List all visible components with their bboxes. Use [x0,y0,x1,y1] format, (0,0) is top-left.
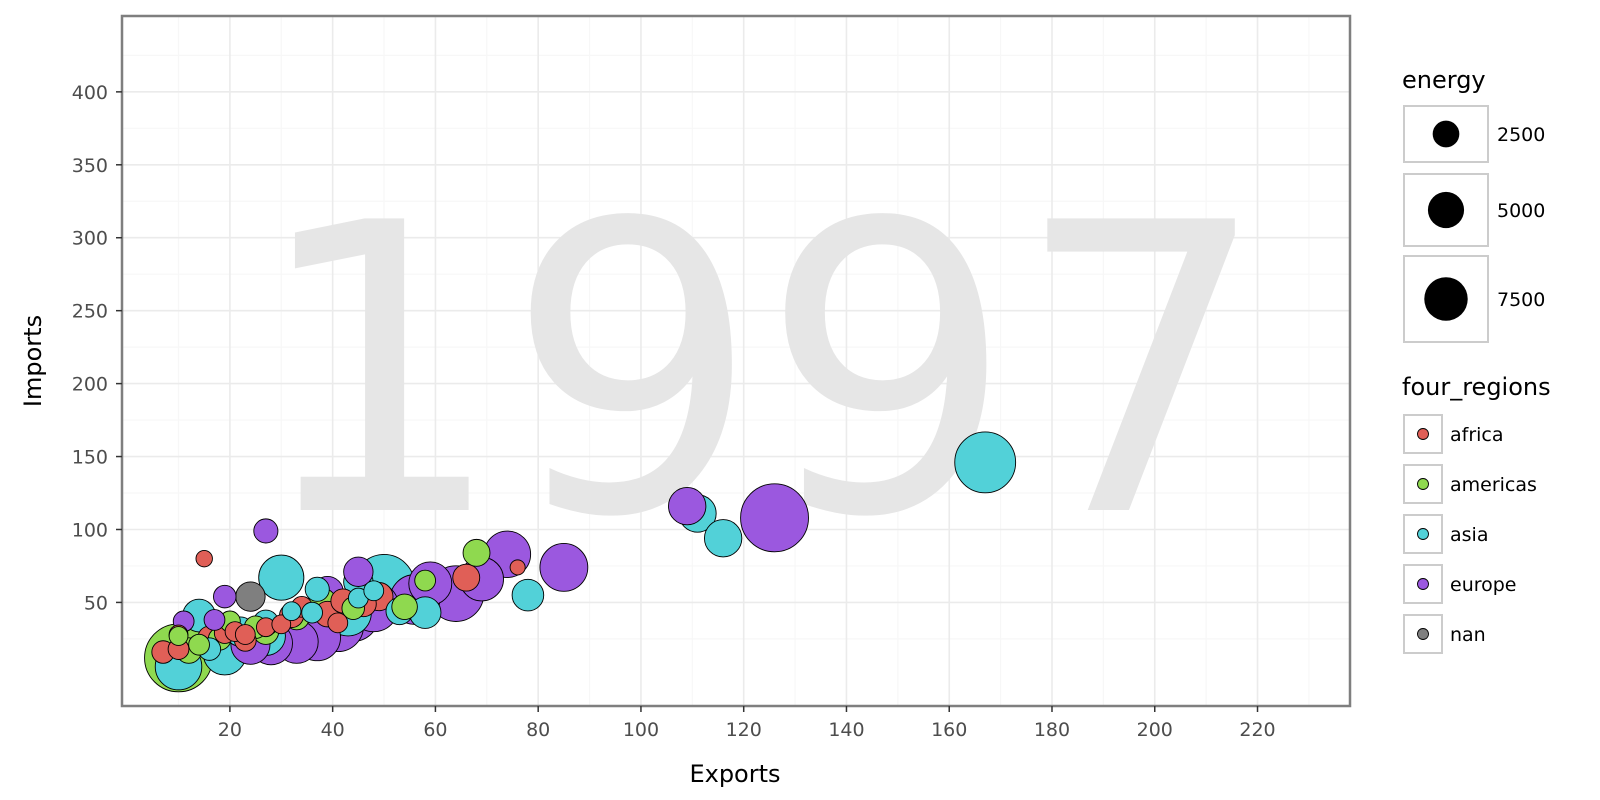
data-point-americas [188,633,210,656]
data-point-europe [539,543,589,592]
grid-lines [122,16,1350,706]
data-point-africa [509,559,526,576]
x-tick-label: 80 [526,719,550,741]
scatter-points [144,431,1017,693]
data-point-americas [462,538,491,567]
data-point-asia [704,519,743,558]
color-legend-key [1403,464,1443,504]
y-tick-label: 100 [72,519,108,541]
data-point-asia [363,580,385,602]
y-tick-label: 250 [72,301,108,323]
plot-border [120,14,1352,708]
data-point-europe [668,487,707,526]
data-point-europe [740,483,809,553]
x-axis-title: Exports [689,760,780,788]
color-legend-symbol-americas [1417,478,1429,490]
data-point-asia [511,578,545,612]
data-point-americas [391,593,418,621]
data-point-africa [234,624,256,645]
size-legend-label: 7500 [1497,289,1545,311]
data-point-asia [301,601,323,624]
color-legend-label: europe [1450,574,1517,596]
x-tick-label: 220 [1239,719,1275,741]
color-legend-label: nan [1450,624,1486,646]
x-tick-label: 160 [931,719,967,741]
y-tick-label: 350 [72,155,108,177]
data-point-europe [253,518,279,544]
data-point-europe [343,556,374,587]
y-tick-label: 400 [72,82,108,104]
axis-ticks: 20 40 60 80 100 120 140 160 180 200 220 50 100 150 200… [72,82,1276,741]
x-tick-label: 140 [828,719,864,741]
color-legend-symbol-africa [1417,428,1429,440]
color-legend-symbol-europe [1417,578,1429,590]
size-legend-symbol [1432,120,1460,148]
x-tick-label: 60 [423,719,447,741]
data-point-africa [327,612,349,634]
size-legend-symbol [1424,277,1468,321]
size-legend-symbol [1427,191,1465,229]
data-point-africa [452,563,481,592]
y-tick-label: 200 [72,374,108,396]
data-point-asia [281,601,302,622]
x-tick-label: 20 [218,719,242,741]
data-point-asia [304,576,330,602]
color-legend-label: americas [1450,474,1537,496]
data-point-europe [213,584,237,609]
size-legend-title: energy [1402,66,1486,94]
color-legend-symbol-asia [1417,528,1429,540]
x-tick-label: 120 [726,719,762,741]
size-legend-label: 5000 [1497,200,1545,222]
color-legend-symbol-nan [1417,628,1429,640]
y-tick-label: 300 [72,228,108,250]
data-point-americas [168,626,189,646]
x-tick-label: 200 [1137,719,1173,741]
size-legend-label: 2500 [1497,124,1545,146]
color-legend-title: four_regions [1402,373,1551,401]
data-point-nan [235,581,266,612]
data-point-europe [203,609,226,631]
y-axis-title: Imports [19,315,47,407]
x-tick-label: 100 [623,719,659,741]
data-point-americas [414,569,436,592]
data-point-africa [195,549,213,568]
y-tick-label: 150 [72,447,108,469]
x-tick-label: 180 [1034,719,1070,741]
data-point-africa [271,614,292,635]
x-tick-label: 40 [321,719,345,741]
color-legend-label: africa [1450,424,1504,446]
data-point-asia [258,554,305,601]
data-point-asia [954,431,1017,494]
color-legend-label: asia [1450,524,1488,546]
y-tick-label: 50 [84,592,108,614]
